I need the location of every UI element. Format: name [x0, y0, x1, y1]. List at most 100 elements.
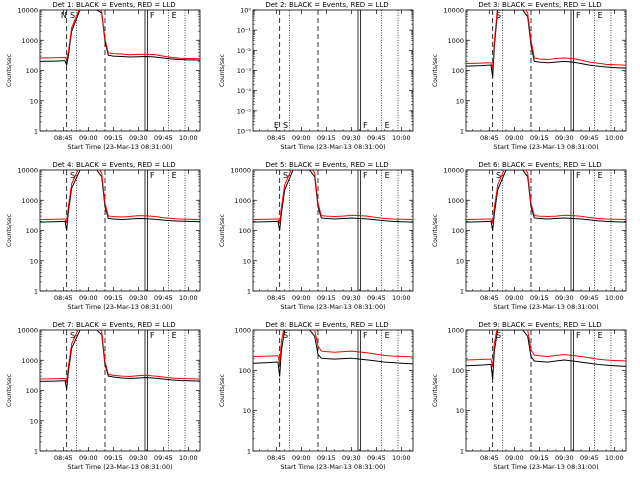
x-axis-label: Start Time (23-Mar-13 08:31:00)	[280, 463, 385, 471]
events-series-line	[40, 10, 200, 68]
panel-title: Det 2: BLACK = Events, RED = LLD	[265, 1, 388, 9]
x-tick-label: 10:00	[605, 454, 624, 462]
lld-series-line	[253, 170, 413, 224]
events-series-line	[40, 170, 200, 231]
y-tick-label: 10000	[17, 7, 38, 15]
x-tick-label: 09:15	[104, 454, 123, 462]
y-tick-label: 100	[452, 227, 464, 235]
lld-series-line	[466, 170, 626, 224]
chart-svg: Det 2: BLACK = Events, RED = LLD 10⁻⁶ 10⁻⁵…	[219, 1, 414, 151]
y-tick-label: 1000	[234, 197, 251, 205]
y-tick-label: 1	[460, 128, 464, 136]
detector-panel-5: Det 5: BLACK = Events, RED = LLD 1 10 100 10…	[213, 160, 426, 320]
x-tick-label: 09:45	[580, 134, 599, 142]
panel-title: Det 1: BLACK = Events, RED = LLD	[52, 1, 175, 9]
plot-frame	[465, 329, 627, 452]
panel-title: Det 9: BLACK = Events, RED = LLD	[478, 321, 601, 329]
series-group	[466, 170, 626, 231]
chart-svg: Det 5: BLACK = Events, RED = LLD 1 10 100 10…	[219, 161, 414, 311]
x-tick-label: 09:00	[79, 454, 98, 462]
y-tick-label: 1000	[447, 37, 464, 45]
events-series-line	[40, 330, 200, 390]
plot-frame	[252, 329, 414, 452]
x-tick-label: 09:45	[580, 294, 599, 302]
x-axis-label: Start Time (23-Mar-13 08:31:00)	[280, 143, 385, 151]
series-group	[466, 330, 626, 380]
y-axis-label: Counts/sec	[219, 54, 226, 87]
marker-tag-label: S	[283, 121, 288, 130]
x-tick-label: 09:00	[79, 134, 98, 142]
x-tick-label: 08:45	[267, 294, 286, 302]
x-tick-label: 09:30	[342, 134, 361, 142]
x-tick-label: 10:00	[179, 454, 198, 462]
panel-title: Det 3: BLACK = Events, RED = LLD	[478, 1, 601, 9]
y-tick-label: 1000	[21, 197, 38, 205]
y-tick-label: 10	[243, 407, 251, 415]
panel-title: Det 5: BLACK = Events, RED = LLD	[265, 161, 388, 169]
marker-tag-label: S	[283, 171, 288, 180]
y-tick-label: 10	[30, 97, 38, 105]
y-tick-label: 100	[26, 227, 38, 235]
x-tick-label: 09:45	[367, 134, 386, 142]
x-tick-label: 09:30	[129, 294, 148, 302]
detector-panel-4: Det 4: BLACK = Events, RED = LLD 1 10 100 10…	[0, 160, 213, 320]
y-tick-label: 100	[452, 367, 464, 375]
marker-tag-label: F	[576, 331, 581, 340]
lld-series-line	[40, 170, 200, 225]
y-tick-label: 10	[30, 257, 38, 265]
chart-svg: Det 8: BLACK = Events, RED = LLD 1 10 100 10…	[219, 321, 414, 471]
plot-frame	[465, 169, 627, 292]
y-tick-label: 10	[243, 257, 251, 265]
x-tick-label: 09:00	[505, 294, 524, 302]
y-tick-label: 10⁻⁵	[237, 107, 252, 115]
y-tick-label: 10000	[443, 7, 464, 15]
y-axis-label: Counts/sec	[219, 374, 226, 407]
y-tick-label: 1	[247, 448, 251, 456]
marker-tag-label: S	[70, 11, 75, 20]
x-tick-label: 10:00	[179, 294, 198, 302]
y-tick-label: 1000	[447, 197, 464, 205]
x-tick-label: 08:45	[54, 134, 73, 142]
y-tick-label: 1	[460, 448, 464, 456]
y-tick-label: 1000	[21, 357, 38, 365]
x-tick-label: 08:45	[54, 294, 73, 302]
lld-series-line	[40, 10, 200, 60]
plot-frame	[252, 9, 414, 132]
x-tick-label: 09:00	[292, 294, 311, 302]
y-axis-label: Counts/sec	[6, 374, 13, 407]
marker-tag-label: E	[598, 331, 603, 340]
x-tick-label: 09:00	[505, 454, 524, 462]
plot-frame	[252, 169, 414, 292]
y-tick-label: 10⁻³	[237, 67, 252, 75]
y-tick-label: 10	[456, 97, 464, 105]
lld-series-line	[40, 330, 200, 384]
events-series-line	[466, 10, 626, 78]
marker-tag-label: S	[496, 11, 501, 20]
x-axis-label: Start Time (23-Mar-13 08:31:00)	[493, 303, 598, 311]
x-tick-label: 09:30	[342, 454, 361, 462]
x-tick-label: 09:00	[292, 454, 311, 462]
x-tick-label: 09:45	[580, 454, 599, 462]
marker-tag-label: E	[598, 11, 603, 20]
chart-svg: Det 3: BLACK = Events, RED = LLD 1 10 100 10…	[432, 1, 627, 151]
marker-tag-label: E	[385, 171, 390, 180]
x-tick-label: 10:00	[179, 134, 198, 142]
detector-panel-2: Det 2: BLACK = Events, RED = LLD 10⁻⁶ 10⁻⁵…	[213, 0, 426, 160]
panel-title: Det 7: BLACK = Events, RED = LLD	[52, 321, 175, 329]
x-tick-label: 08:45	[267, 134, 286, 142]
detector-panel-1: Det 1: BLACK = Events, RED = LLD 1 10 100 10…	[0, 0, 213, 160]
x-tick-label: 08:45	[480, 294, 499, 302]
lld-series-line	[466, 10, 626, 69]
marker-tag-label: S	[70, 331, 75, 340]
plot-frame	[39, 169, 201, 292]
x-tick-label: 09:45	[154, 134, 173, 142]
marker-tag-label: S	[70, 171, 75, 180]
events-series-line	[253, 330, 413, 377]
plot-frame	[39, 329, 201, 452]
series-group	[40, 330, 200, 390]
marker-tag-label: F	[576, 11, 581, 20]
x-tick-label: 10:00	[605, 294, 624, 302]
marker-tag-label: S	[496, 331, 501, 340]
y-tick-label: 10⁻⁴	[237, 87, 252, 95]
